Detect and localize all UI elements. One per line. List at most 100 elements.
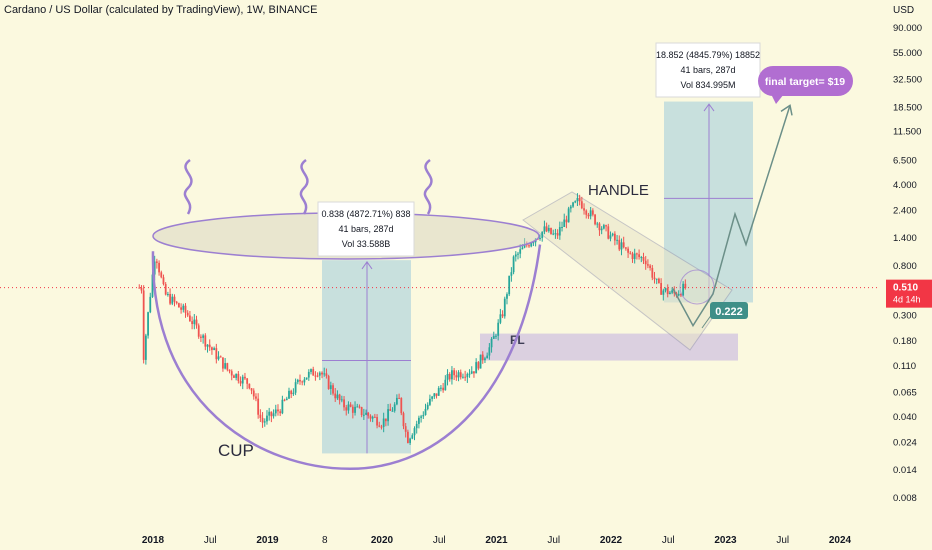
candle-body [345,407,348,411]
candle-body [321,372,323,375]
candle-body [554,233,557,235]
candle-body [475,362,478,374]
x-tick-label: 2022 [600,535,623,546]
candle-body [649,265,652,268]
y-tick-label: 11.500 [893,127,921,138]
candle-body [550,227,552,235]
candle-body [521,247,524,250]
candle-body [600,228,603,231]
candle-body [642,257,645,261]
measure-label-1-line2: 41 bars, 287d [338,224,393,234]
candle-body [340,399,343,401]
candle-body [362,414,365,416]
steam-1 [183,158,193,215]
candle-body [444,379,447,391]
candle-body [662,290,665,295]
candle-body [565,219,568,223]
candle-body [312,369,315,376]
candle-body [241,376,244,384]
candle-body [598,223,601,231]
candle-body [631,253,634,260]
x-tick-label: 8 [322,535,328,546]
price-tag [886,279,932,308]
candle-body [323,373,326,375]
handle-channel [522,191,733,351]
candle-body [635,253,638,255]
measure-label-1-bg [317,201,415,257]
measure-label-2-line2: 41 bars, 287d [680,65,735,75]
candle-body [219,356,222,358]
candle-body [314,375,317,377]
candle-body [279,411,282,414]
candle-body [398,397,400,399]
candle-body [215,348,218,360]
candle-body [437,388,440,396]
candle-body [470,371,473,374]
measure-label-2-line3: Vol 834.995M [680,80,735,90]
candle-body [519,249,522,254]
candle-body [162,277,165,285]
candle-body [180,307,182,310]
candle-body [310,369,312,372]
candle-body [208,344,211,348]
candle-body [440,387,442,389]
candle-body [248,383,251,389]
candle-body [653,277,656,280]
candle-body [644,260,647,265]
candle-body [479,354,482,369]
candle-body [204,335,207,347]
candle-body [140,287,143,291]
target-label: final target= $19 [765,76,845,88]
candle-body [244,376,246,379]
candle-body [618,239,621,250]
candle-body [177,303,180,308]
candle-body [605,225,607,227]
candle-body [376,417,378,426]
candle-body [473,371,475,374]
candle-body [451,370,453,380]
candle-body [422,414,425,417]
candle-body [567,208,570,223]
candle-body [195,319,198,326]
candle-body [532,242,535,244]
candle-body [250,388,253,391]
candle-body [272,413,275,417]
candle-body [237,373,240,381]
candle-body [338,394,341,401]
candle-body [138,287,141,289]
candle-body [166,293,169,295]
candle-body [503,298,506,317]
candle-body [305,377,308,380]
candle-body [259,414,262,418]
candle-body [268,411,271,416]
candle-body [230,371,233,376]
candle-body [365,412,367,415]
y-tick-label: 90.000 [893,23,922,34]
candle-body [569,206,572,209]
candle-body [514,254,517,257]
y-tick-label: 1.400 [893,233,917,244]
candle-body [186,312,189,316]
candle-body [497,322,500,336]
candle-body [391,410,394,412]
candle-body [468,373,471,375]
candle-body [442,387,445,391]
candle-body [574,201,577,203]
candle-body [294,382,297,393]
candle-body [464,376,467,378]
candle-body [307,371,310,378]
candle-body [327,376,330,389]
measure-box-1-arrow [361,261,373,270]
y-tick-label: 0.014 [893,465,917,476]
y-tick-label: 0.065 [893,387,917,398]
candle-body [288,390,290,399]
cup-curve [151,244,542,471]
y-tick-label: 4.000 [893,180,917,191]
candle-body [387,409,389,422]
candle-body [189,315,191,322]
candle-body [233,375,235,378]
candle-body [609,235,612,239]
candle-body [426,404,429,409]
candle-body [184,305,187,313]
